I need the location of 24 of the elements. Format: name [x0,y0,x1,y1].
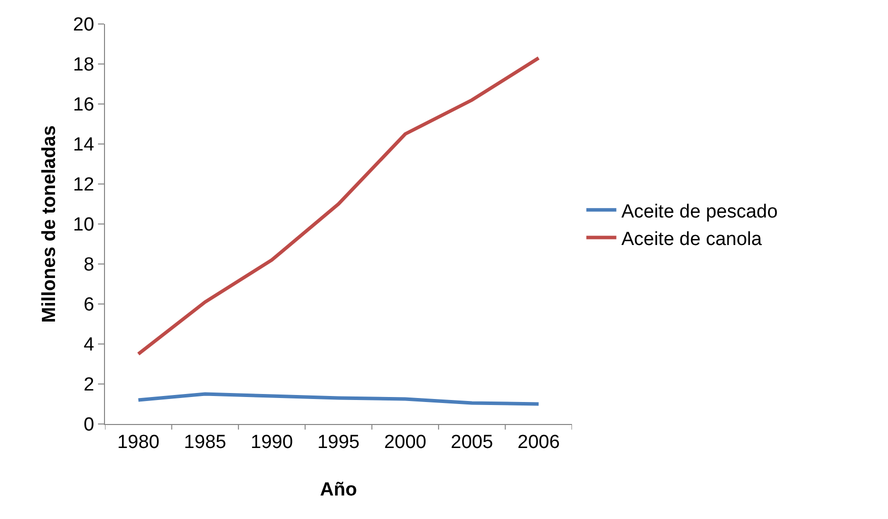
x-tick-label: 1995 [317,432,360,453]
y-tick-label: 6 [84,294,94,316]
x-tick-label: 2000 [384,432,426,453]
y-tick-label: 20 [73,14,94,36]
x-tick-label: 1990 [250,432,293,453]
y-tick-label: 0 [84,414,94,436]
y-tick-label: 14 [73,134,95,156]
y-tick-label: 12 [73,174,94,196]
x-tick-label: 1985 [184,432,226,453]
legend-label: Aceite de canola [621,228,762,250]
line-series [136,56,540,356]
y-tick-label: 18 [73,54,94,76]
x-tick-label: 1980 [117,432,160,453]
y-tick-label: 2 [84,374,94,396]
y-tick-label: 4 [84,334,95,356]
y-tick-label: 16 [73,94,94,116]
y-tick-label: 8 [84,254,94,276]
y-axis-title: Millones de toneladas [38,125,60,323]
x-tick-label: 2006 [518,432,560,453]
line-series [136,392,540,406]
legend-label: Aceite de pescado [621,201,778,222]
y-tick-label: 10 [73,214,94,236]
x-tick-label: 2005 [450,432,494,453]
x-axis-title: Año [320,480,357,501]
